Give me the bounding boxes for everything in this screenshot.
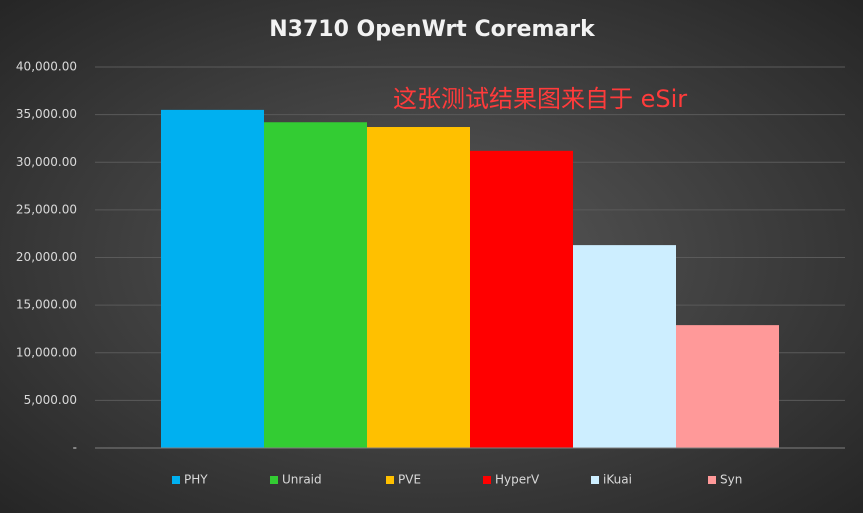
y-tick-label: 40,000.00 [16, 60, 77, 74]
legend-swatch [591, 476, 599, 484]
legend-swatch [386, 476, 394, 484]
legend-swatch [172, 476, 180, 484]
y-tick-label: 25,000.00 [16, 202, 77, 216]
y-tick-label: 20,000.00 [16, 250, 77, 264]
legend-label: Syn [720, 473, 742, 487]
legend-label: HyperV [495, 473, 540, 487]
bar [676, 325, 779, 448]
bar [573, 245, 676, 448]
y-tick-label: 15,000.00 [16, 298, 77, 312]
bar [264, 122, 367, 449]
legend-label: PHY [184, 473, 208, 487]
legend-swatch [270, 476, 278, 484]
bar [161, 109, 264, 449]
legend-swatch [708, 476, 716, 484]
y-tick-label: 35,000.00 [16, 107, 77, 121]
y-tick-label: 5,000.00 [24, 393, 77, 407]
legend-swatch [483, 476, 491, 484]
bar [367, 127, 470, 448]
bar [470, 150, 573, 448]
y-tick-label: - [73, 441, 77, 455]
legend-label: iKuai [603, 473, 632, 487]
chart-title: N3710 OpenWrt Coremark [269, 17, 596, 42]
annotation: 这张测试结果图来自于 eSir [393, 85, 687, 113]
y-tick-label: 30,000.00 [16, 155, 77, 169]
legend-label: PVE [398, 473, 421, 487]
legend-label: Unraid [282, 473, 322, 487]
y-tick-label: 10,000.00 [16, 345, 77, 359]
